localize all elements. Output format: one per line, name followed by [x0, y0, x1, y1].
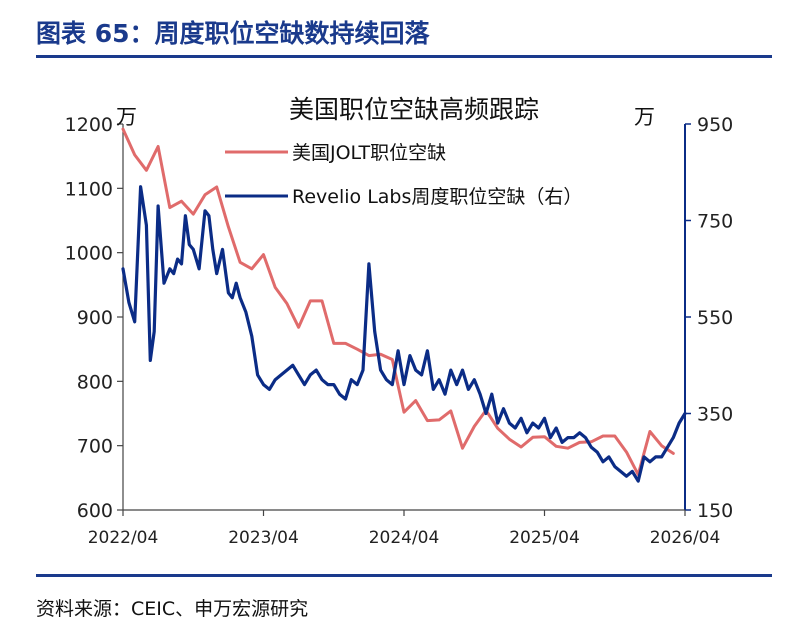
left-tick-label: 1100 [65, 178, 113, 200]
right-tick-label: 550 [697, 307, 733, 329]
left-unit-label: 万 [116, 105, 137, 129]
left-tick-label: 900 [77, 307, 113, 329]
right-tick-label: 150 [697, 500, 733, 522]
chart-legend: 美国JOLT职位空缺 Revelio Labs周度职位空缺（右） [225, 142, 582, 208]
left-tick-label: 1000 [65, 243, 113, 265]
right-tick-label: 350 [697, 404, 733, 426]
figure-title: 图表 65：周度职位空缺数持续回落 [36, 19, 430, 48]
right-tick-label: 950 [697, 114, 733, 136]
x-tick-label: 2026/04 [650, 528, 721, 548]
x-tick-label: 2022/04 [88, 528, 159, 548]
left-tick-label: 700 [77, 436, 113, 458]
left-tick-label: 800 [77, 371, 113, 393]
right-tick-label: 750 [697, 211, 733, 233]
x-tick-label: 2023/04 [228, 528, 299, 548]
legend-label-jolt: 美国JOLT职位空缺 [292, 142, 446, 164]
source-note: 资料来源：CEIC、申万宏源研究 [36, 598, 309, 620]
left-tick-label: 600 [77, 500, 113, 522]
chart-axes: 600 700 800 900 1000 1100 1200 150 350 550 750 950 2… [65, 114, 734, 548]
left-tick-label: 1200 [65, 114, 113, 136]
chart-series [121, 127, 687, 483]
bottom-divider [36, 574, 772, 577]
legend-label-revelio: Revelio Labs周度职位空缺（右） [292, 186, 582, 208]
x-tick-label: 2024/04 [369, 528, 440, 548]
chart-title: 美国职位空缺高频跟踪 [289, 95, 539, 124]
series-line-revelio [121, 185, 687, 483]
top-divider [36, 55, 772, 58]
right-unit-label: 万 [634, 105, 655, 129]
x-tick-label: 2025/04 [509, 528, 580, 548]
series-line-jolt [121, 127, 675, 477]
